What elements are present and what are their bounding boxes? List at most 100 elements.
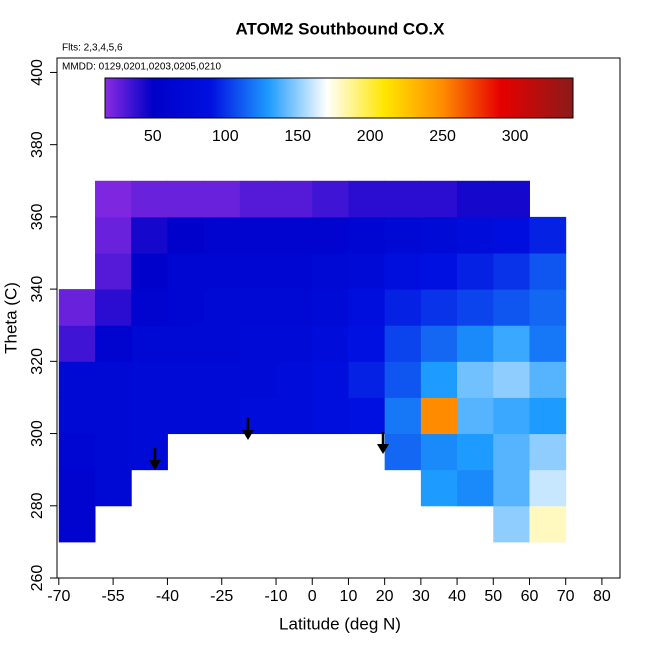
heat-cell — [384, 325, 422, 362]
heat-cell — [529, 505, 567, 543]
heat-cell — [348, 216, 386, 254]
heat-cell — [493, 361, 530, 398]
heat-cell — [95, 469, 132, 507]
y-tick-label: 340 — [29, 276, 46, 303]
heat-cell — [95, 253, 132, 290]
heat-cell — [493, 469, 530, 507]
heat-cell — [131, 361, 168, 398]
heat-cell — [457, 289, 494, 326]
heat-cell — [348, 180, 386, 218]
colorbar-tick-label: 300 — [502, 128, 529, 145]
colorbar-tick-label: 150 — [284, 128, 311, 145]
heat-cell — [457, 180, 494, 218]
y-tick-label: 280 — [29, 492, 46, 519]
heat-cell — [131, 397, 168, 435]
heat-cell — [348, 397, 386, 435]
heat-cell — [457, 253, 494, 290]
heat-cell — [203, 289, 241, 326]
heat-cell — [58, 469, 96, 507]
heat-cell — [529, 397, 567, 435]
heat-cell — [95, 180, 132, 218]
heat-cell — [457, 325, 494, 362]
heat-cell — [95, 325, 132, 362]
heat-cell — [529, 469, 567, 507]
heat-cell — [420, 433, 458, 471]
heat-cell — [239, 325, 277, 362]
heat-cell — [58, 325, 96, 362]
heat-cell — [312, 180, 349, 218]
heat-cell — [420, 180, 458, 218]
heat-cell — [276, 180, 313, 218]
colorbar-tick-label: 50 — [144, 128, 162, 145]
heat-cell — [58, 289, 96, 326]
heat-cell — [457, 397, 494, 435]
heat-cell — [384, 397, 422, 435]
heat-cell — [131, 433, 168, 471]
heat-cell — [348, 289, 386, 326]
heat-cell — [493, 325, 530, 362]
heat-cell — [95, 433, 132, 471]
heat-cell — [384, 216, 422, 254]
heat-cell — [167, 325, 205, 362]
heat-cell — [384, 253, 422, 290]
arrows — [149, 418, 389, 470]
heat-cell — [131, 216, 168, 254]
x-tick-label: 70 — [557, 588, 575, 605]
heat-cell — [420, 325, 458, 362]
heat-cell — [529, 325, 567, 362]
x-tick-label: -70 — [47, 588, 70, 605]
heat-cell — [276, 325, 313, 362]
heat-cell — [131, 325, 168, 362]
heat-cell — [276, 397, 313, 435]
x-axis-label: Latitude (deg N) — [279, 614, 401, 633]
heat-cell — [58, 505, 96, 543]
heat-cell — [203, 397, 241, 435]
heat-cell — [239, 289, 277, 326]
heat-cell — [312, 216, 349, 254]
heat-cell — [95, 216, 132, 254]
heat-cell — [493, 289, 530, 326]
heat-cell — [276, 289, 313, 326]
colorbar-tick-label: 250 — [429, 128, 456, 145]
colorbar-tick-label: 100 — [212, 128, 239, 145]
heat-cell — [203, 180, 241, 218]
heat-cell — [312, 325, 349, 362]
heat-cell — [420, 216, 458, 254]
y-tick-label: 300 — [29, 420, 46, 447]
heat-cell — [384, 289, 422, 326]
x-tick-label: -40 — [156, 588, 179, 605]
heat-cell — [384, 180, 422, 218]
y-tick-label: 260 — [29, 565, 46, 592]
y-tick-label: 360 — [29, 203, 46, 230]
heat-cell — [95, 361, 132, 398]
annotation: MMDD: 0129,0201,0203,0205,0210 — [62, 62, 221, 73]
heat-cell — [131, 180, 168, 218]
colorbar-tick-label: 200 — [357, 128, 384, 145]
heat-cell — [239, 361, 277, 398]
heat-cell — [457, 216, 494, 254]
heat-cell — [420, 253, 458, 290]
heat-cell — [420, 469, 458, 507]
heat-cell — [167, 289, 205, 326]
heat-cell — [420, 397, 458, 435]
heat-cell — [58, 433, 96, 471]
y-tick-label: 320 — [29, 348, 46, 375]
heat-cell — [58, 361, 96, 398]
heat-cell — [493, 505, 530, 543]
heat-cell — [529, 361, 567, 398]
heat-cell — [167, 253, 205, 290]
heat-cell — [348, 361, 386, 398]
heat-cell — [312, 397, 349, 435]
heat-cell — [457, 469, 494, 507]
x-tick-label: 10 — [340, 588, 358, 605]
heat-cell — [167, 216, 205, 254]
heat-cell — [312, 253, 349, 290]
y-tick-label: 380 — [29, 131, 46, 158]
heat-cell — [239, 180, 277, 218]
heat-cell — [95, 289, 132, 326]
heat-cell — [276, 361, 313, 398]
heat-cell — [420, 361, 458, 398]
heat-cell — [493, 433, 530, 471]
heat-cell — [529, 253, 567, 290]
